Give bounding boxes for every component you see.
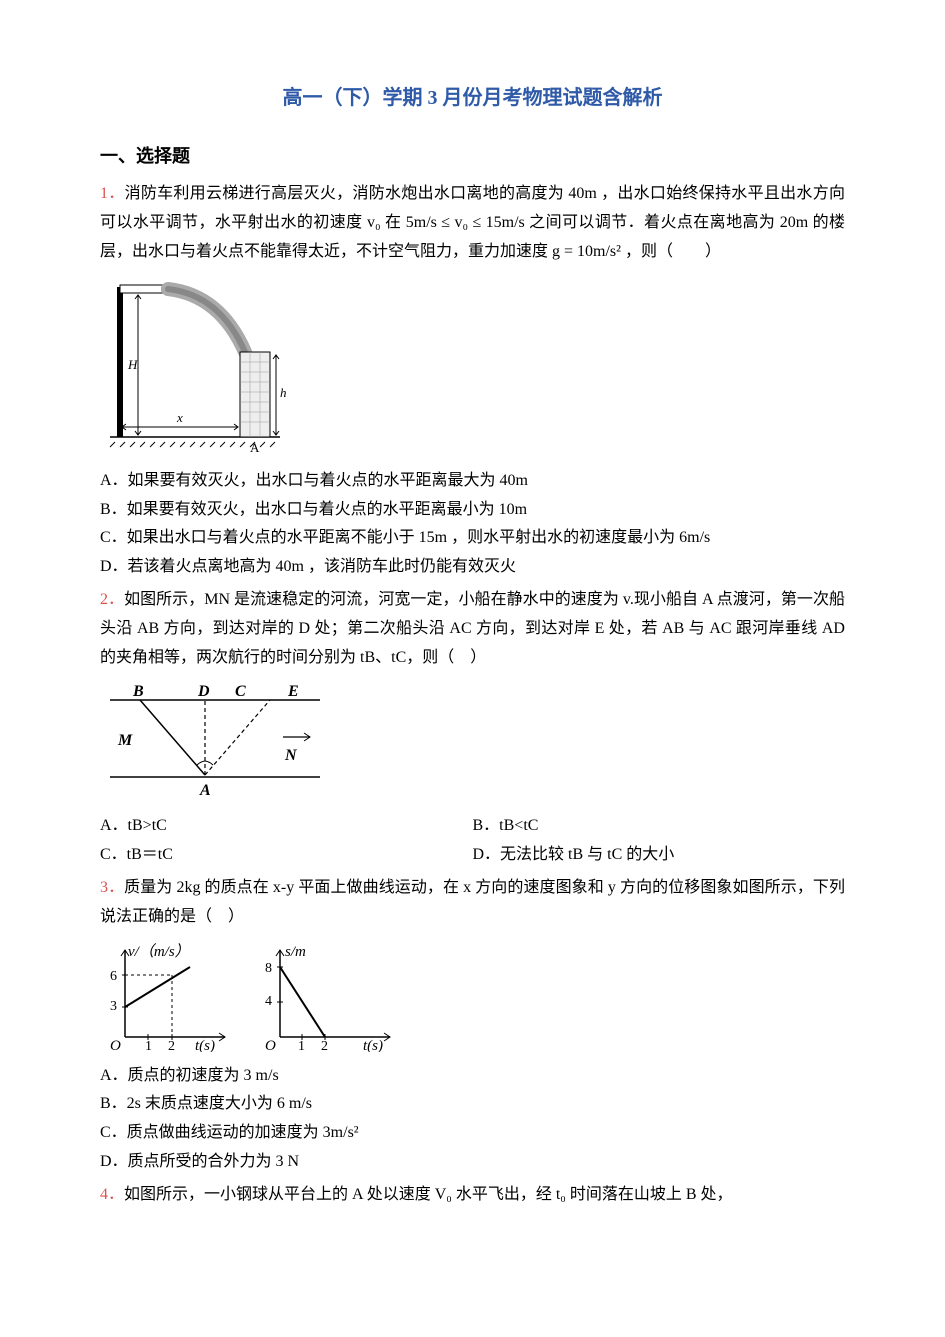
q1-option-c: C．如果出水口与着火点的水平距离不能小于 15m ，则水平射出水的初速度最小为 …: [100, 524, 845, 553]
svg-text:M: M: [117, 732, 133, 749]
q2-body: 如图所示，MN 是流速稳定的河流，河宽一定，小船在静水中的速度为 v.现小船自 …: [100, 591, 845, 666]
svg-text:O: O: [265, 1038, 276, 1052]
question-4: 4．如图所示，一小钢球从平台上的 A 处以速度 V₀ 水平飞出，经 t₀ 时间落…: [100, 1181, 845, 1210]
page-title: 高一（下）学期 3 月份月考物理试题含解析: [100, 80, 845, 116]
q2-option-d: D．无法比较 tB 与 tC 的大小: [473, 841, 846, 870]
svg-text:C: C: [235, 683, 246, 700]
q2-number: 2．: [100, 591, 124, 608]
q2-option-a: A．tB>tC: [100, 812, 473, 841]
q1-body: 消防车利用云梯进行高层灭火，消防水炮出水口离地的高度为 40m ，出水口始终保持…: [100, 185, 845, 260]
svg-text:D: D: [197, 683, 210, 700]
q3-number: 3．: [100, 879, 124, 896]
svg-text:x: x: [176, 410, 183, 425]
svg-text:H: H: [127, 357, 138, 372]
svg-text:t(s): t(s): [195, 1038, 215, 1052]
question-3: 3．质量为 2kg 的质点在 x-y 平面上做曲线运动，在 x 方向的速度图象和…: [100, 874, 845, 932]
q1-figure: H h x A: [100, 277, 845, 457]
section-header: 一、选择题: [100, 140, 845, 172]
svg-text:v/（m/s）: v/（m/s）: [128, 943, 190, 960]
svg-text:3: 3: [110, 999, 117, 1014]
q1-option-d: D．若该着火点离地高为 40m ，该消防车此时仍能有效灭火: [100, 553, 845, 582]
svg-text:B: B: [132, 683, 144, 700]
q1-number: 1．: [100, 185, 125, 202]
svg-text:2: 2: [168, 1039, 175, 1052]
q2-figure: A B D C E M N: [100, 682, 845, 802]
q2-options: A．tB>tC B．tB<tC C．tB＝tC D．无法比较 tB 与 tC 的…: [100, 812, 845, 870]
q3-chart1: v/（m/s） t(s) O 6 3 1 2: [100, 942, 235, 1052]
q3-chart2: s/m t(s) O 8 4 1 2: [255, 942, 400, 1052]
q1-option-a: A．如果要有效灭火，出水口与着火点的水平距离最大为 40m: [100, 467, 845, 496]
svg-text:t(s): t(s): [363, 1038, 383, 1052]
svg-text:2: 2: [321, 1039, 328, 1052]
q3-figure: v/（m/s） t(s) O 6 3 1 2 s/m t(s) O 8 4 1 …: [100, 942, 845, 1052]
q3-option-d: D．质点所受的合外力为 3 N: [100, 1148, 845, 1177]
svg-text:6: 6: [110, 969, 117, 984]
q3-option-c: C．质点做曲线运动的加速度为 3m/s²: [100, 1119, 845, 1148]
q2-option-b: B．tB<tC: [473, 812, 846, 841]
q3-option-a: A．质点的初速度为 3 m/s: [100, 1062, 845, 1091]
question-1: 1．消防车利用云梯进行高层灭火，消防水炮出水口离地的高度为 40m ，出水口始终…: [100, 180, 845, 266]
q4-body: 如图所示，一小钢球从平台上的 A 处以速度 V₀ 水平飞出，经 t₀ 时间落在山…: [124, 1186, 733, 1203]
svg-text:A: A: [250, 440, 260, 455]
q4-number: 4．: [100, 1186, 124, 1203]
svg-text:N: N: [284, 747, 298, 764]
svg-text:O: O: [110, 1038, 121, 1052]
svg-text:1: 1: [145, 1039, 152, 1052]
svg-text:E: E: [287, 683, 299, 700]
svg-text:8: 8: [265, 961, 272, 976]
svg-text:1: 1: [298, 1039, 305, 1052]
svg-text:h: h: [280, 385, 287, 400]
q3-option-b: B．2s 末质点速度大小为 6 m/s: [100, 1090, 845, 1119]
svg-text:A: A: [199, 782, 211, 799]
q1-option-b: B．如果要有效灭火，出水口与着火点的水平距离最小为 10m: [100, 496, 845, 525]
q2-option-c: C．tB＝tC: [100, 841, 473, 870]
svg-text:4: 4: [265, 994, 272, 1009]
q3-body: 质量为 2kg 的质点在 x-y 平面上做曲线运动，在 x 方向的速度图象和 y…: [100, 879, 845, 925]
svg-text:s/m: s/m: [285, 944, 306, 960]
question-2: 2．如图所示，MN 是流速稳定的河流，河宽一定，小船在静水中的速度为 v.现小船…: [100, 586, 845, 672]
